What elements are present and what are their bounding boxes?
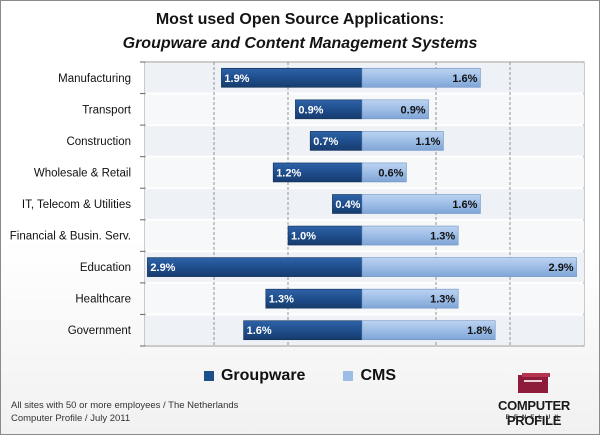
- chart-subtitle: Groupware and Content Management Systems: [122, 35, 478, 52]
- legend-label-cms: CMS: [360, 367, 397, 384]
- bar-cms: [361, 225, 459, 246]
- category-label: IT, Telecom & Utilities: [22, 199, 131, 211]
- data-label-cms: 0.6%: [378, 167, 403, 179]
- bar-cms: [361, 99, 429, 120]
- bar-cms: [361, 194, 481, 214]
- data-label-cms: 2.9%: [549, 262, 574, 274]
- bar-cms: [361, 257, 577, 277]
- bar-cms: [361, 162, 407, 183]
- data-label-groupware: 1.3%: [269, 294, 294, 306]
- chart-title: Most used Open Source Applications:: [155, 11, 445, 28]
- bar-cms: [361, 288, 459, 309]
- bar-cms: [361, 67, 481, 88]
- category-label: Government: [68, 325, 132, 337]
- category-label: Financial & Busin. Serv.: [10, 231, 131, 243]
- bar-cms: [361, 320, 496, 341]
- legend-swatch-groupware: [203, 371, 214, 381]
- legend-item-groupware: Groupware: [203, 367, 306, 385]
- data-label-cms: 1.6%: [452, 73, 477, 85]
- logo-name: COMPUTER PROFILE: [498, 398, 570, 428]
- category-label: Manufacturing: [58, 73, 131, 85]
- footnote-source: Computer Profile / July 2011: [11, 413, 131, 424]
- logo-sub: BENELUX: [505, 415, 563, 421]
- legend-item-cms: CMS: [343, 367, 396, 385]
- data-label-cms: 1.6%: [452, 199, 477, 211]
- data-label-groupware: 1.2%: [276, 167, 301, 179]
- category-label: Transport: [82, 104, 132, 116]
- data-label-cms: 1.3%: [430, 231, 455, 243]
- bar-groupware: [147, 257, 363, 277]
- data-label-groupware: 1.0%: [291, 231, 316, 243]
- category-label: Healthcare: [75, 294, 131, 306]
- data-label-groupware: 0.9%: [298, 104, 323, 116]
- category-label: Construction: [66, 136, 131, 148]
- logo-mark-icon: [518, 373, 550, 393]
- legend-swatch-cms: [343, 371, 354, 381]
- data-label-groupware: 1.6%: [247, 325, 272, 337]
- data-label-groupware: 1.9%: [224, 73, 249, 85]
- data-label-groupware: 0.7%: [313, 136, 338, 148]
- data-label-cms: 1.8%: [467, 325, 492, 337]
- bar-cms: [361, 131, 444, 151]
- legend-label-groupware: Groupware: [220, 367, 306, 384]
- data-label-cms: 0.9%: [401, 104, 426, 116]
- data-label-groupware: 0.4%: [335, 199, 360, 211]
- data-label-cms: 1.3%: [430, 294, 455, 306]
- footnote-sample: All sites with 50 or more employees / Th…: [11, 400, 239, 411]
- category-label: Wholesale & Retail: [34, 167, 131, 179]
- computer-profile-logo: COMPUTER PROFILE BENELUX: [478, 373, 590, 429]
- legend: Groupware CMS: [0, 367, 600, 385]
- data-label-cms: 1.1%: [415, 136, 440, 148]
- data-label-groupware: 2.9%: [150, 262, 175, 274]
- category-label: Education: [80, 262, 131, 274]
